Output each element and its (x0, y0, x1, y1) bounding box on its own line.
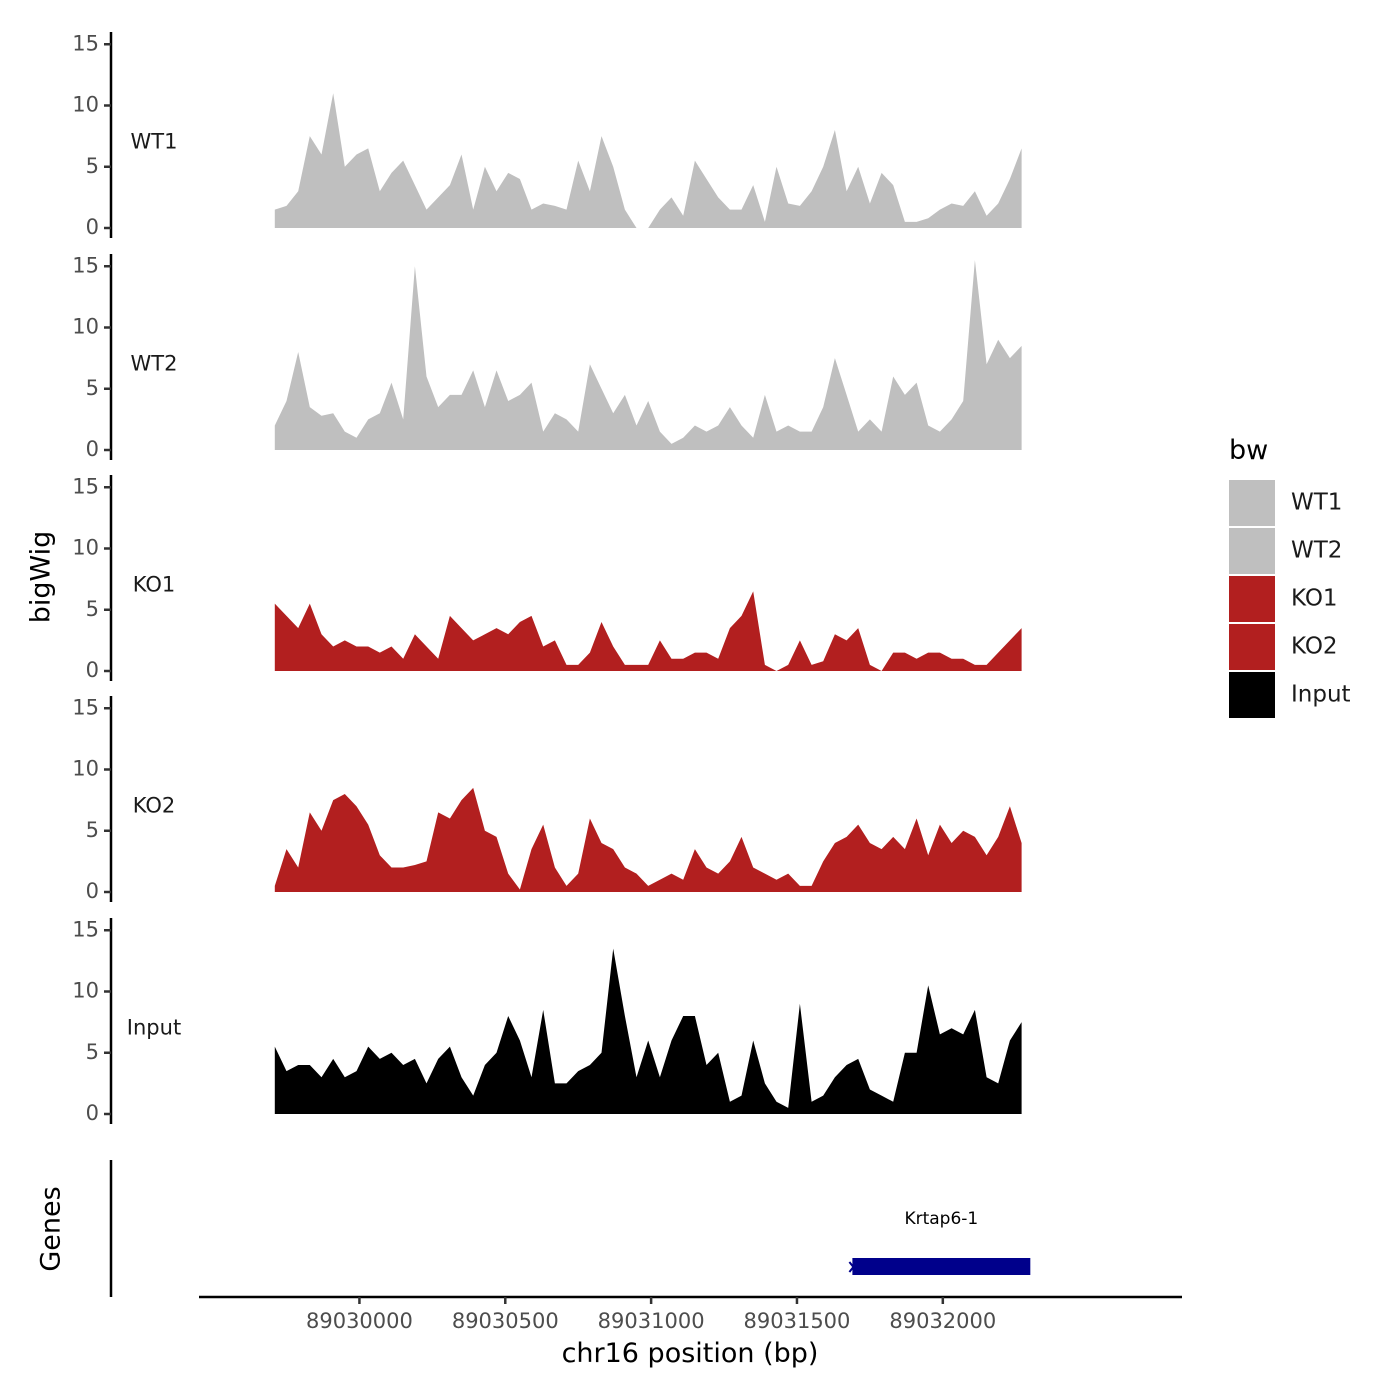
y-tick-label: 10 (72, 315, 99, 339)
legend-title: bw (1229, 435, 1268, 466)
track-label: WT1 (131, 129, 178, 153)
legend-label: WT2 (1291, 538, 1342, 564)
x-axis-title: chr16 position (bp) (562, 1338, 819, 1369)
y-tick-label: 15 (72, 253, 99, 277)
legend-label: KO2 (1291, 634, 1338, 660)
legend-swatch (1229, 672, 1275, 718)
x-tick-label: 89030000 (306, 1309, 413, 1333)
track-label: KO1 (133, 572, 176, 596)
y-tick-label: 5 (86, 376, 99, 400)
legend-swatch (1229, 480, 1275, 526)
legend-item-wt2: WT2 (1229, 528, 1342, 574)
gene-label: Krtap6-1 (904, 1209, 978, 1229)
y-tick-label: 10 (72, 536, 99, 560)
legend-item-input: Input (1229, 672, 1351, 718)
gene-start-mark (848, 1261, 859, 1273)
x-tick-label: 89031500 (744, 1309, 851, 1333)
track-wt1: 0 5 10 15 WT1 (72, 31, 1022, 239)
legend-item-ko2: KO2 (1229, 624, 1338, 670)
legend-label: KO1 (1291, 586, 1338, 612)
area-ko1 (274, 591, 1022, 671)
area-ko2 (274, 787, 1022, 892)
y-tick-label: 0 (86, 879, 99, 903)
y-tick-label: 10 (72, 93, 99, 117)
track-label: WT2 (131, 351, 178, 375)
legend: bw WT1 WT2 KO1 KO2 Input (1229, 435, 1351, 718)
track-ko2: 0 5 10 15 KO2 (72, 695, 1022, 903)
area-wt2 (274, 260, 1022, 450)
y-tick-label: 15 (72, 31, 99, 55)
track-input: 0 5 10 15 Input (72, 917, 1022, 1125)
tracks-group: 0 5 10 15 WT1 0 5 10 15 WT2 0 5 10 15 KO1 0 5 10 15 KO2 0 5 10… (72, 31, 1022, 1125)
legend-label: WT1 (1291, 490, 1342, 516)
y-tick-label: 5 (86, 154, 99, 178)
legend-item-wt1: WT1 (1229, 480, 1342, 526)
y-axis-title: bigWig (26, 531, 57, 624)
legend-swatch (1229, 624, 1275, 670)
y-tick-label: 0 (86, 1101, 99, 1125)
x-tick-label: 89031000 (598, 1309, 705, 1333)
x-axis: 89030000 89030500 89031000 89031500 89032000… (199, 1295, 1182, 1369)
y-tick-label: 15 (72, 917, 99, 941)
legend-items: WT1 WT2 KO1 KO2 Input (1229, 480, 1351, 718)
legend-item-ko1: KO1 (1229, 576, 1338, 622)
track-ko1: 0 5 10 15 KO1 (72, 474, 1022, 682)
y-tick-label: 15 (72, 695, 99, 719)
legend-label: Input (1291, 682, 1351, 708)
y-tick-label: 0 (86, 215, 99, 239)
y-tick-label: 0 (86, 437, 99, 461)
track-label: Input (127, 1015, 181, 1039)
gene-track: Genes Krtap6-1 (36, 1160, 1031, 1297)
area-input (274, 948, 1022, 1114)
y-tick-label: 10 (72, 979, 99, 1003)
y-tick-label: 5 (86, 1040, 99, 1064)
track-wt2: 0 5 10 15 WT2 (72, 253, 1022, 461)
gene-items: Krtap6-1 (848, 1209, 1031, 1275)
gene-body (852, 1258, 1031, 1275)
x-tick-label: 89030500 (452, 1309, 559, 1333)
y-tick-label: 5 (86, 597, 99, 621)
y-tick-label: 15 (72, 474, 99, 498)
y-tick-label: 0 (86, 658, 99, 682)
y-tick-label: 5 (86, 818, 99, 842)
legend-swatch (1229, 528, 1275, 574)
x-ticks: 89030000 89030500 89031000 89031500 89032000 (306, 1297, 996, 1333)
y-tick-label: 10 (72, 757, 99, 781)
track-label: KO2 (133, 793, 176, 817)
legend-swatch (1229, 576, 1275, 622)
x-tick-label: 89032000 (889, 1309, 996, 1333)
area-wt1 (274, 93, 1022, 228)
gene-track-label: Genes (36, 1186, 67, 1271)
